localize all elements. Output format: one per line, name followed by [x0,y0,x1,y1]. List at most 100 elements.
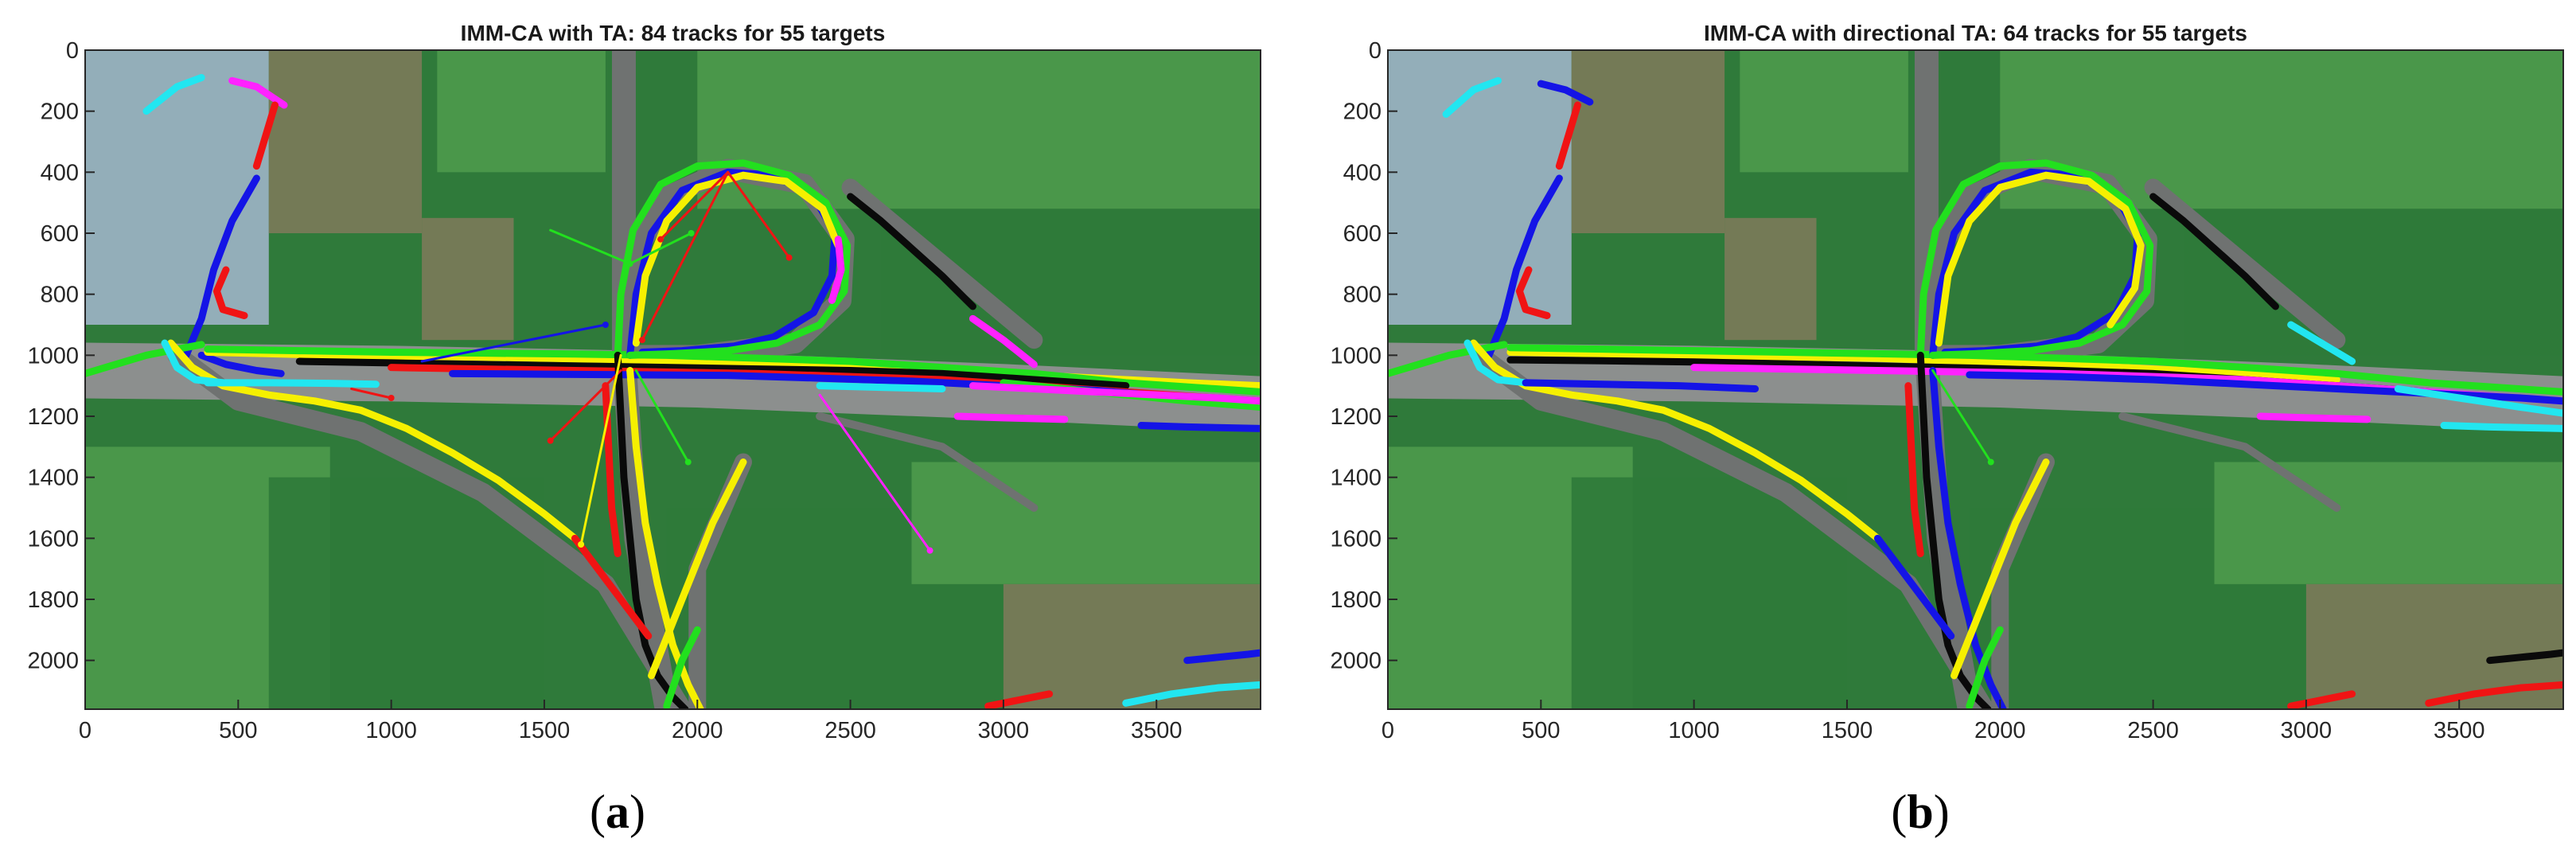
track-black-20 [847,193,976,310]
track-black-26 [614,351,689,709]
track-end-point [602,322,609,328]
x-tick-label: 1000 [365,718,417,743]
track-cyan-0 [142,74,205,115]
field-patch [1388,50,1572,325]
panel-a: IMM-CA with TA: 84 tracks for 55 targets… [27,21,1261,838]
y-tick-label: 200 [1343,99,1382,125]
track-blue-8 [1522,379,1760,392]
track-yellow-29 [648,458,747,680]
track-green-5 [85,341,205,377]
track-cyan-19 [816,382,946,392]
track-green-20 [1916,159,2154,359]
field-patch [2184,209,2563,356]
track-cyan-18 [2287,321,2356,365]
track-end-point [688,230,695,236]
y-tick-label: 1800 [27,587,79,613]
track-red-2 [252,101,279,170]
axes-frame [84,49,1261,710]
chart-title: IMM-CA with directional TA: 64 tracks fo… [1704,21,2247,45]
x-tick-label: 0 [79,718,92,743]
road [85,342,1261,432]
y-tick-label: 400 [41,160,79,185]
road [2144,178,2346,349]
x-tick-label: 3000 [978,718,1030,743]
track-magenta-16 [968,382,1261,405]
track-blue-8 [197,351,285,377]
x-tick-label: 3500 [2434,718,2485,743]
tracks [1388,76,2563,709]
x-tick-label: 3500 [1131,718,1183,743]
track-red-4 [1515,266,1551,319]
track-red-38 [659,170,730,241]
y-tick-label: 2000 [27,649,79,674]
track-magenta-25 [828,236,845,304]
panel-caption: (b) [1891,786,1949,838]
track-end-point [388,395,395,401]
y-tick-label: 1800 [1330,587,1382,613]
y-tick-label: 1400 [27,466,79,491]
track-magenta-44 [818,393,932,552]
track-yellow-27 [626,367,704,709]
track-cyan-35 [1122,681,1261,707]
y-tick-label: 1200 [27,404,79,430]
road [2118,412,2341,512]
y-tick-label: 800 [1343,283,1382,308]
track-green-26 [1966,626,2004,709]
field-patch [1724,217,1817,341]
track-cyan-7 [1463,339,1530,387]
track-end-point [785,254,793,261]
x-tick-label: 2000 [1974,718,2026,743]
x-tick-label: 0 [1382,718,1394,743]
field-patch [422,217,514,341]
track-red-33 [984,690,1054,709]
track-end-point [657,236,664,243]
y-tick-label: 800 [41,283,79,308]
y-tick-label: 1000 [1330,343,1382,369]
field-patch [1571,50,1725,233]
y-tick-label: 1600 [27,526,79,552]
x-tick-label: 2500 [824,718,876,743]
track-red-37 [641,170,730,341]
road [1914,50,1982,709]
track-end-point [639,337,646,344]
chart-title: IMM-CA with TA: 84 tracks for 55 targets [461,21,886,45]
road [167,345,692,709]
x-tick-label: 500 [1522,718,1560,743]
road [1388,342,2563,432]
track-black-12 [295,357,1130,390]
field-patch [1740,50,1908,173]
field-patch [911,462,1261,584]
track-green-23 [614,159,852,359]
field-patch [1571,477,1847,709]
y-tick-label: 1000 [27,343,79,369]
field-patch [2214,462,2563,584]
track-red-28 [2287,690,2356,709]
track-end-point [926,547,933,554]
track-blue-3 [1485,174,1563,359]
track-blue-27 [1873,534,1955,640]
road [841,178,1043,349]
track-yellow-25 [1951,458,2050,680]
y-tick-label: 600 [41,221,79,247]
track-cyan-14 [2394,385,2563,417]
y-tick-label: 600 [1343,221,1382,247]
field-patch [881,209,1261,356]
track-green-31 [1931,369,1993,463]
axes-frame [1387,49,2564,710]
x-tick-label: 500 [219,718,257,743]
track-red-39 [549,369,622,443]
track-yellow-21 [1935,171,2145,347]
y-tick-label: 400 [1343,160,1382,185]
track-green-11 [204,345,1261,396]
track-red-24 [1904,382,1924,557]
y-tick-label: 200 [41,99,79,125]
track-green-5 [1388,341,1508,377]
y-tick-label: 1600 [1330,526,1382,552]
x-tick-label: 2500 [2127,718,2179,743]
field-patch [85,50,269,325]
track-green-41 [629,232,693,265]
track-end-point [684,458,692,466]
track-red-46 [350,388,393,400]
track-yellow-31 [357,406,579,542]
